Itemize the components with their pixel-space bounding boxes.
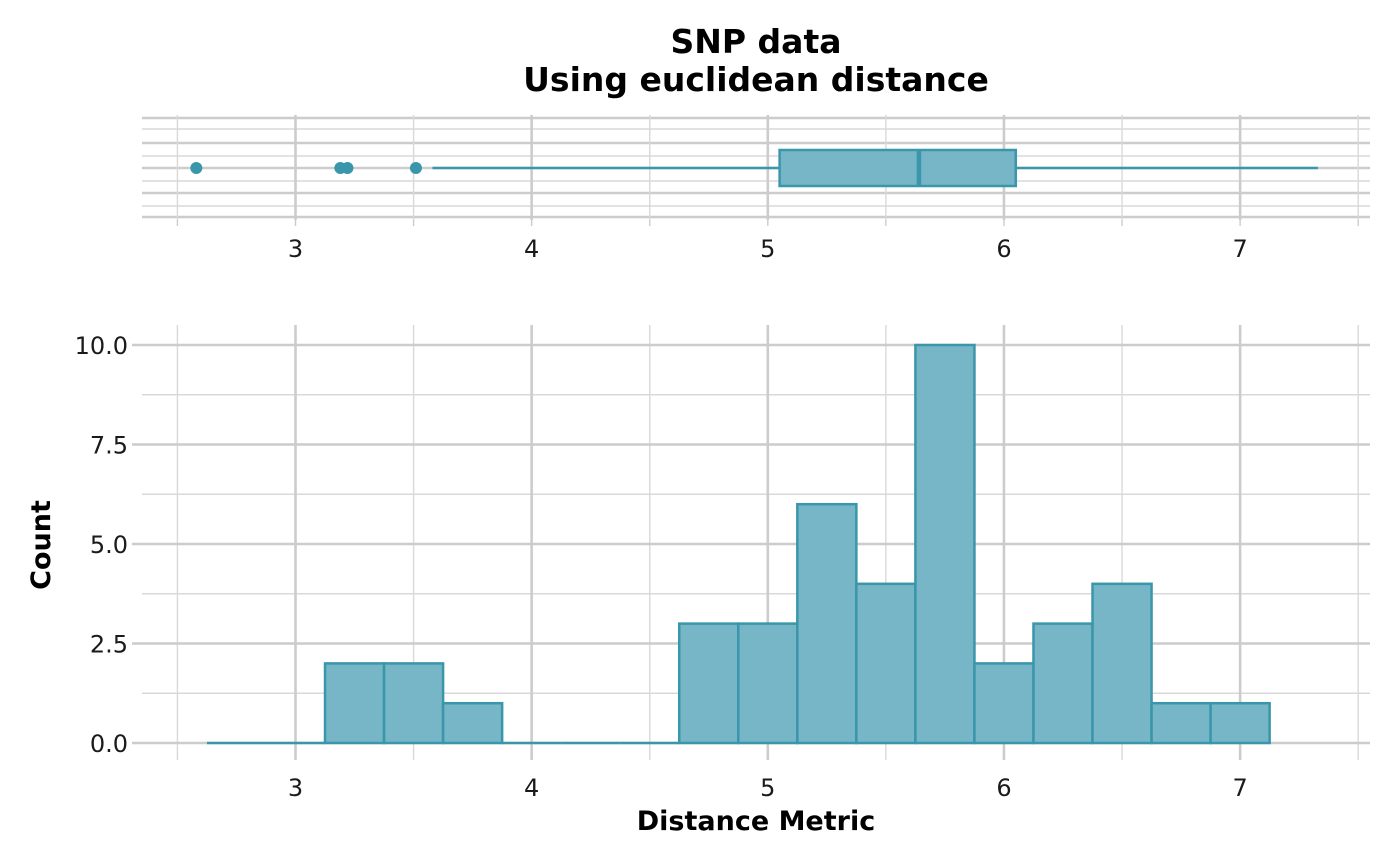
- histogram-bar: [914, 343, 976, 745]
- histogram-bar: [323, 662, 386, 745]
- x-axis-title: Distance Metric: [637, 806, 875, 837]
- boxplot-x-tick-label: 6: [996, 235, 1011, 263]
- histogram-y-tick-label: 0.0: [90, 730, 128, 758]
- histogram-bar: [441, 701, 504, 745]
- boxplot-x-tick-label: 5: [760, 235, 775, 263]
- histogram-bar: [678, 622, 740, 745]
- histogram-x-tick-label: 7: [1232, 774, 1247, 802]
- histogram-bar: [737, 622, 799, 745]
- histogram-x-tick-label: 5: [760, 774, 775, 802]
- boxplot-outlier-point: [409, 162, 422, 174]
- histogram-bar: [855, 582, 917, 745]
- chart-title: SNP data: [671, 22, 842, 61]
- histogram-y-tick-label: 2.5: [90, 631, 128, 659]
- histogram-bar: [1209, 701, 1271, 745]
- histogram-y-tick-label: 10.0: [75, 332, 128, 360]
- histogram-x-tick-label: 4: [524, 774, 539, 802]
- y-axis-title: Count: [26, 500, 57, 590]
- boxplot-panel: 3 4 5 6 7: [142, 115, 1370, 263]
- histogram-y-tick-label: 7.5: [90, 432, 128, 460]
- chart-subtitle: Using euclidean distance: [523, 60, 989, 99]
- histogram-y-tick-label: 5.0: [90, 531, 128, 559]
- histogram-bar: [973, 662, 1035, 745]
- histogram-bar: [382, 662, 445, 745]
- histogram-x-tick-label: 6: [996, 774, 1011, 802]
- boxplot-x-tick-label: 4: [524, 235, 539, 263]
- boxplot-box: [778, 148, 1018, 188]
- boxplot-x-tick-label: 3: [288, 235, 303, 263]
- histogram-bar: [1091, 582, 1153, 745]
- histogram-bar: [1032, 622, 1094, 745]
- histogram-panel: 0.0 2.5 5.0 7.5 10.0 3 4 5 6 7: [75, 325, 1370, 802]
- histogram-bar: [1150, 701, 1212, 745]
- boxplot-outlier-point: [341, 162, 354, 174]
- histogram-x-tick-label: 3: [288, 774, 303, 802]
- boxplot-outlier-point: [190, 162, 203, 174]
- boxplot-x-tick-label: 7: [1232, 235, 1247, 263]
- histogram-bar: [796, 502, 858, 745]
